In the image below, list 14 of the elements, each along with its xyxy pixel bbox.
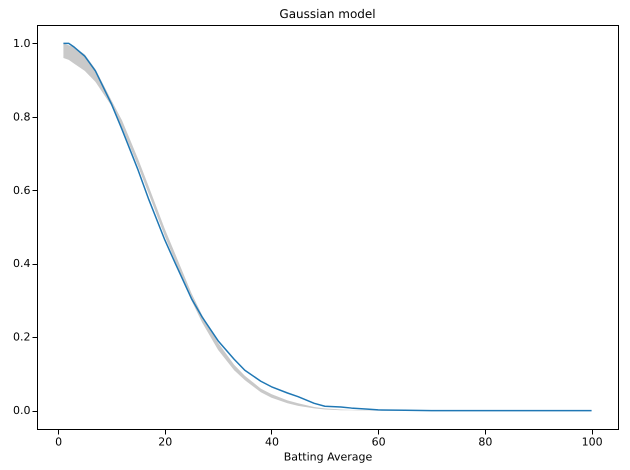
y-tick-label: 0.2: [13, 330, 30, 344]
chart-title: Gaussian model: [279, 7, 376, 21]
y-tick-label: 0.8: [13, 110, 30, 124]
y-tick-label: 0.6: [13, 184, 30, 197]
y-tick-label: 1.0: [13, 36, 30, 50]
x-tick-label: 0: [55, 436, 62, 448]
x-tick-label: 60: [372, 436, 386, 448]
x-tick-label: 100: [582, 436, 603, 448]
y-tick-label: 0.0: [13, 404, 30, 418]
x-tick-label: 80: [478, 436, 492, 448]
y-tick-label: 0.4: [13, 257, 30, 270]
x-tick-label: 40: [264, 436, 279, 448]
x-axis-title: Batting Average: [284, 450, 373, 464]
x-tick-label: 20: [158, 436, 172, 448]
